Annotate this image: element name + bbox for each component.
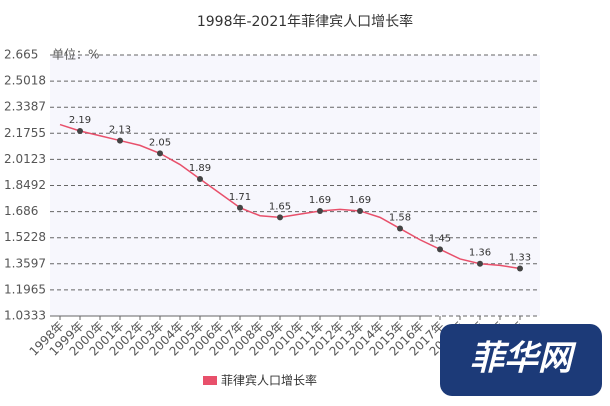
y-tick-label: 2.665 [4,48,38,62]
y-tick-label: 1.686 [4,204,38,218]
data-label: 1.45 [429,233,451,244]
data-label: 2.13 [109,125,131,136]
point-marker [277,214,283,221]
y-tick-label: 2.5018 [4,74,46,88]
legend-swatch [203,376,217,385]
y-tick-label: 2.1755 [4,126,46,140]
chart-title: 1998年-2021年菲律宾人口增长率 [197,13,413,30]
series-line [59,123,521,270]
y-tick-label: 1.8492 [4,178,46,192]
y-tick-label: 1.1965 [4,282,46,296]
point-marker [437,246,443,253]
y-tick-label: 1.3597 [4,256,46,270]
data-label: 2.05 [149,137,171,148]
data-label: 1.33 [509,253,531,264]
data-label: 2.19 [69,115,91,126]
y-tick-label: 1.5228 [4,230,46,244]
y-tick-label: 2.3387 [4,100,46,114]
data-label: 1.36 [469,248,491,259]
point-marker [517,265,523,272]
data-label: 1.69 [309,195,331,206]
data-label: 1.71 [229,192,251,203]
watermark: 菲华网 [470,339,577,379]
y-tick-label: 2.0123 [4,152,46,166]
point-marker [397,225,403,232]
y-tick-label: 1.0333 [4,309,46,323]
point-marker [357,207,363,214]
point-marker [157,150,163,157]
data-label: 1.65 [269,201,291,212]
data-label: 1.58 [389,213,411,224]
watermark-box [440,324,602,396]
point-marker [477,260,483,267]
data-label: 1.69 [349,195,371,206]
legend-label: 菲律宾人口增长率 [221,373,317,388]
unit-label: 单位：% [52,47,99,62]
point-marker [117,137,123,144]
point-marker [77,127,83,134]
data-label: 1.89 [189,163,211,174]
point-marker [237,204,243,211]
point-marker [197,175,203,182]
point-marker [317,207,323,214]
